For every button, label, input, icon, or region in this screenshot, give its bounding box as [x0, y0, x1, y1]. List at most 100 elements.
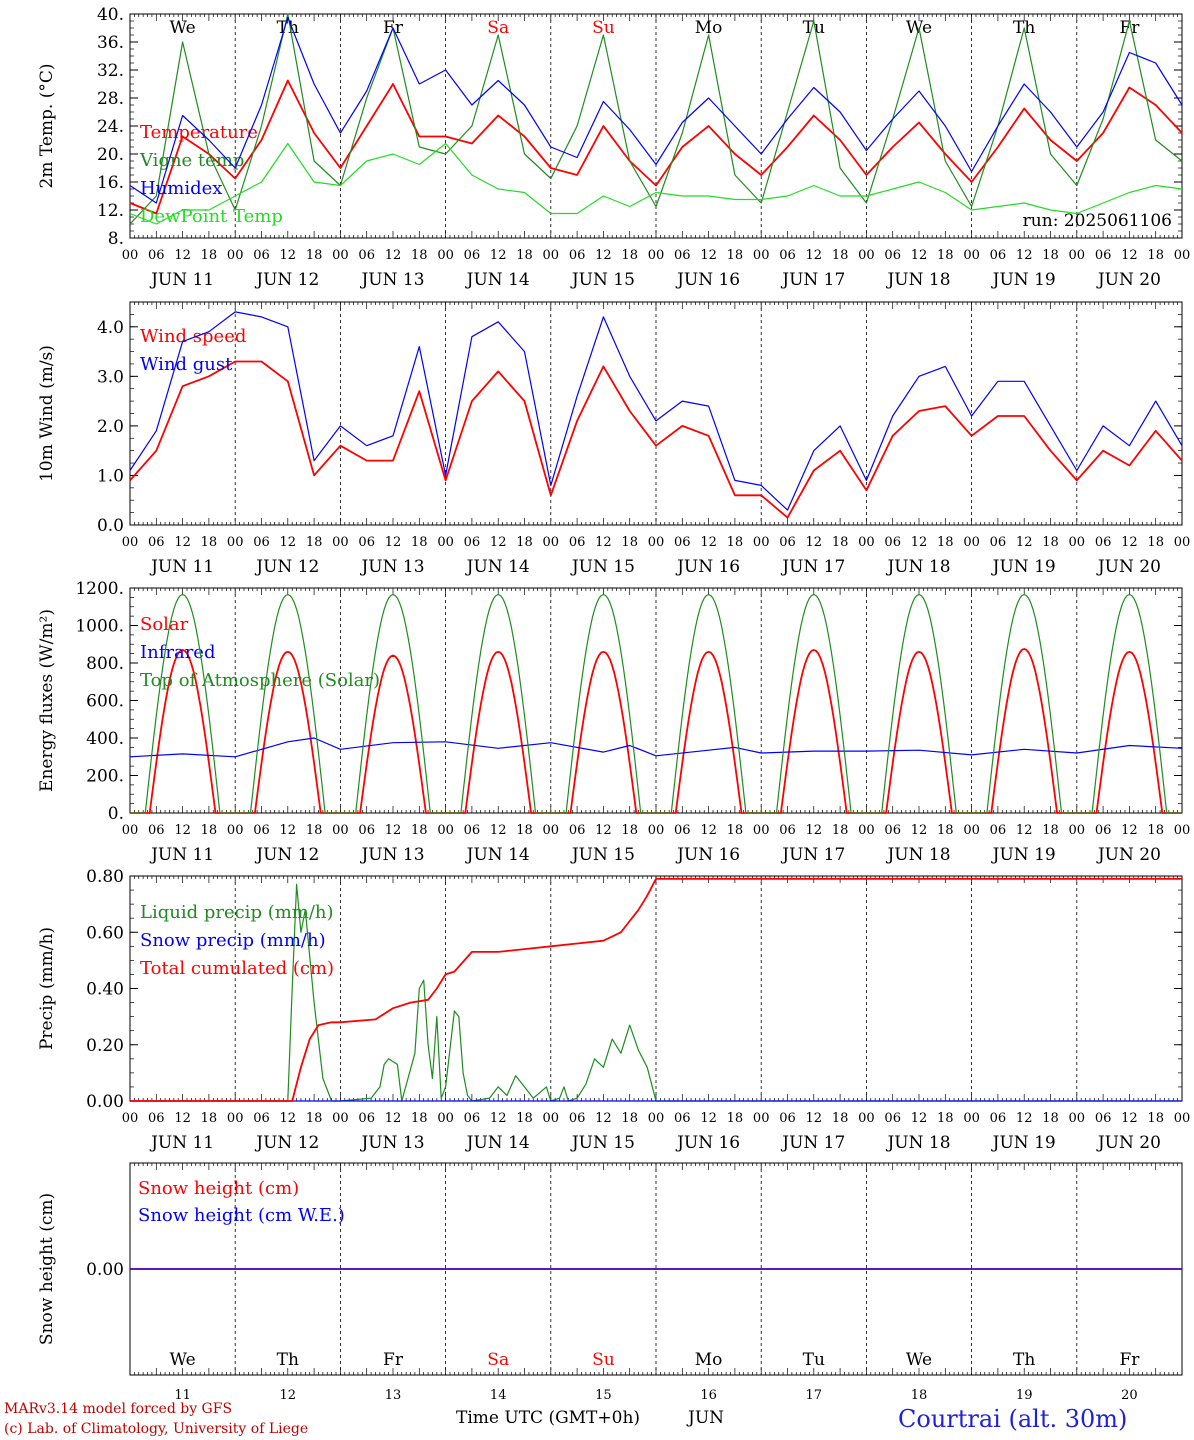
hour-label: 06 [674, 248, 691, 263]
hour-label: 12 [1016, 1111, 1033, 1126]
date-label: JUN 17 [780, 845, 845, 865]
hour-label: 00 [858, 535, 875, 550]
hour-label: 12 [1121, 535, 1138, 550]
hour-label: 00 [332, 248, 349, 263]
hour-label: 18 [727, 823, 744, 838]
hour-label: 00 [122, 535, 139, 550]
date-label: JUN 20 [1096, 845, 1161, 865]
date-label: JUN 13 [359, 557, 424, 577]
panel-frame [129, 301, 1183, 526]
hour-label: 00 [963, 823, 980, 838]
hour-label: 00 [437, 823, 454, 838]
hour-label: 06 [990, 535, 1007, 550]
y-tick-label: 0.0 [97, 516, 124, 536]
hour-label: 12 [174, 823, 191, 838]
series-line-dewpoint-temp [129, 142, 1183, 225]
hour-label: 12 [700, 823, 717, 838]
hour-label: 06 [148, 535, 165, 550]
day-number-label: 16 [700, 1388, 717, 1403]
y-tick-label: 0.40 [86, 980, 124, 1000]
legend-entry: Humidex [140, 178, 222, 199]
hour-label: 00 [858, 1111, 875, 1126]
day-of-week-label: Fr [383, 1350, 404, 1370]
hour-label: 00 [858, 823, 875, 838]
hour-label: 06 [884, 823, 901, 838]
date-label: JUN 19 [991, 1133, 1056, 1153]
hour-label: 18 [1042, 1111, 1059, 1126]
y-tick-label: 600. [86, 692, 124, 712]
date-label: JUN 12 [254, 845, 319, 865]
hour-label: 00 [437, 535, 454, 550]
y-tick-label: 28. [97, 89, 124, 109]
series-line-wind-speed [129, 360, 1183, 519]
hour-label: 18 [306, 248, 323, 263]
hour-label: 00 [648, 1111, 665, 1126]
panel-3: 0. 200. 400. 600. 800. 1000. 1200. Energy fluxe… [37, 579, 1190, 865]
date-label: JUN 16 [675, 557, 740, 577]
hour-label: 06 [464, 535, 481, 550]
day-number-label: 11 [174, 1388, 191, 1403]
hour-label: 18 [937, 1111, 954, 1126]
day-of-week-label: Th [277, 1350, 299, 1370]
hour-label: 06 [358, 535, 375, 550]
date-label: JUN 18 [885, 1133, 950, 1153]
y-tick-label: 36. [97, 33, 124, 53]
date-label: JUN 18 [885, 270, 950, 290]
date-label: JUN 17 [780, 270, 845, 290]
hour-label: 18 [621, 823, 638, 838]
hour-label: 12 [490, 535, 507, 550]
date-label: JUN 13 [359, 270, 424, 290]
hour-label: 00 [122, 248, 139, 263]
hour-label: 18 [832, 248, 849, 263]
hour-label: 00 [543, 535, 560, 550]
date-label: JUN 15 [570, 845, 635, 865]
hour-label: 12 [280, 248, 297, 263]
hour-label: 06 [569, 535, 586, 550]
day-number-label: 12 [280, 1388, 297, 1403]
date-label: JUN 15 [570, 1133, 635, 1153]
hour-label: 12 [1016, 248, 1033, 263]
day-of-week-label: Th [277, 18, 299, 38]
hour-label: 06 [464, 248, 481, 263]
day-number-label: 18 [911, 1388, 928, 1403]
y-tick-label: 1.0 [97, 466, 124, 486]
hour-label: 00 [1174, 248, 1191, 263]
y-tick-label: 8. [108, 229, 124, 249]
y-tick-label: 20. [97, 145, 124, 165]
date-label: JUN 12 [254, 1133, 319, 1153]
run-label: run: 2025061106 [1023, 211, 1172, 231]
hour-label: 00 [227, 248, 244, 263]
legend-entry: Infrared [140, 642, 215, 663]
hour-label: 12 [700, 248, 717, 263]
hour-label: 00 [753, 535, 770, 550]
day-of-week-label: Su [592, 18, 615, 38]
y-axis-label: Energy fluxes (W/m²) [37, 609, 57, 792]
day-of-week-label: Tu [803, 18, 825, 38]
legend-entry: Top of Atmosphere (Solar) [140, 670, 380, 691]
day-of-week-label: Mo [695, 18, 723, 38]
legend-entry: Snow height (cm) [138, 1178, 299, 1199]
date-label: JUN 11 [149, 1133, 214, 1153]
series-line-wind-gust [129, 311, 1183, 511]
hour-label: 18 [1147, 823, 1164, 838]
legend-entry: Solar [140, 614, 189, 635]
date-label: JUN 14 [465, 845, 530, 865]
y-tick-label: 0.80 [86, 867, 124, 887]
day-of-week-label: Sa [487, 1350, 509, 1370]
model-credit: MARv3.14 model forced by GFS [4, 1401, 232, 1417]
hour-label: 00 [1069, 823, 1086, 838]
date-label: JUN 18 [885, 845, 950, 865]
date-label: JUN 16 [675, 1133, 740, 1153]
hour-label: 12 [595, 823, 612, 838]
day-number-label: 17 [806, 1388, 823, 1403]
series-line-temperature [129, 79, 1183, 215]
hour-label: 12 [806, 248, 823, 263]
hour-label: 00 [648, 535, 665, 550]
hour-label: 12 [385, 1111, 402, 1126]
y-tick-label: 0. [108, 804, 124, 824]
date-label: JUN 19 [991, 845, 1056, 865]
y-axis-label: 2m Temp. (°C) [37, 63, 57, 188]
hour-label: 06 [464, 823, 481, 838]
hour-label: 18 [516, 535, 533, 550]
y-axis-label: 10m Wind (m/s) [37, 345, 57, 482]
